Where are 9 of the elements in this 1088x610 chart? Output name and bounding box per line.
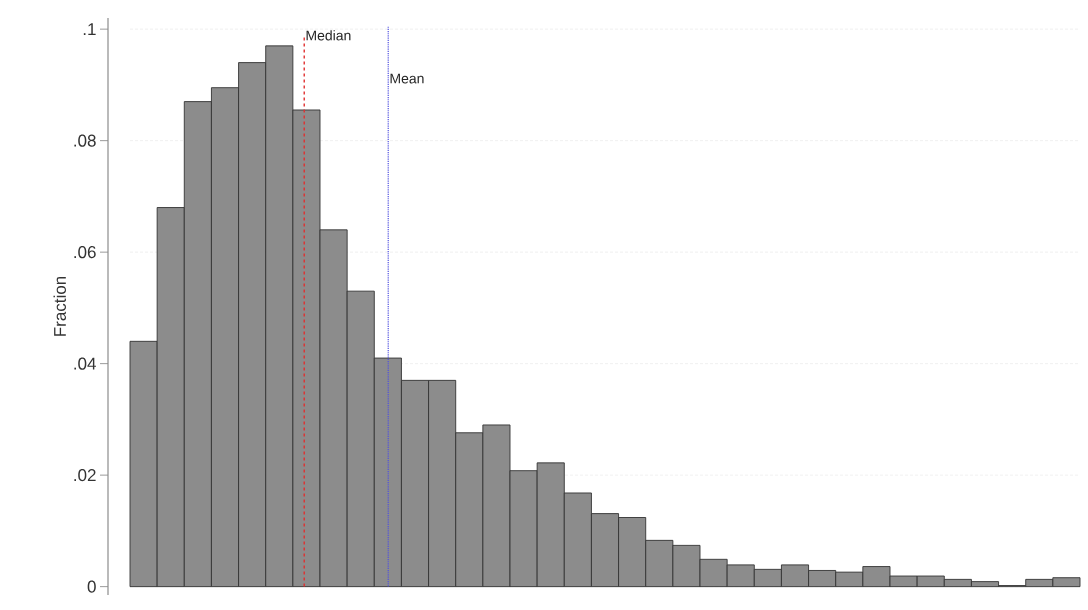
y-tick-label: .06	[74, 246, 96, 259]
text: Median	[306, 30, 351, 41]
y-tick-label: .08	[74, 134, 96, 147]
y-tick-label: .1	[83, 23, 96, 36]
y-tick-label: .04	[74, 357, 96, 370]
text: Mean	[390, 73, 424, 84]
y-tick-label: .02	[74, 469, 96, 482]
y-tick-label: 0	[87, 580, 96, 593]
y-axis-title: Fraction	[53, 276, 66, 336]
